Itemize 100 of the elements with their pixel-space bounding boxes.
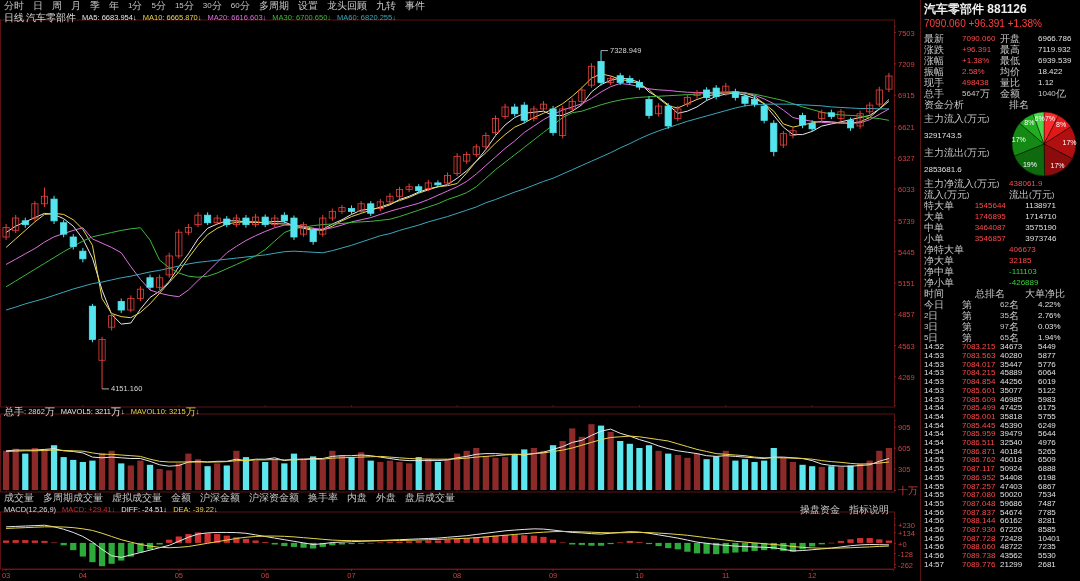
bar [885,448,893,490]
bar [156,469,163,490]
text: 14:55 7087.117 50924 6888 [924,464,1056,474]
bar [549,539,557,543]
candlestick [482,131,490,150]
bar [146,464,154,490]
text: 主力流出(万元) [924,146,990,158]
bar [578,542,585,545]
bar [837,540,845,543]
text: 主力净流入(万元) 438061.9 [924,177,1043,189]
text: 14:55 7086.762 46018 6509 [924,455,1056,465]
candlestick [693,89,701,99]
bar [338,455,346,490]
bar [31,448,38,490]
text: 净特大单 406673 [924,243,1036,255]
bar [348,457,355,490]
line-series [5,428,890,467]
bar [511,454,518,490]
text: 14:55 7087.048 59686 7487 [924,499,1056,509]
bar [233,450,240,490]
candlestick [98,336,106,390]
bar [242,538,250,543]
bar [588,424,595,490]
bar [473,448,480,490]
bar [866,538,873,543]
bar [108,450,115,490]
bar [626,540,633,543]
text: 涨跌 +96.391 最高 7119.932 [924,43,1071,55]
text: 14:54 7085.445 45390 6249 [924,420,1056,430]
bar [2,540,10,543]
bar [665,453,672,490]
bar [809,466,816,490]
text: 14:54 7086.511 32540 4976 [924,438,1056,448]
text: 14:56 7088.060 48722 7235 [924,542,1056,552]
text: 净小单 -426889 [924,276,1039,288]
candlestick [2,223,10,241]
text: 14:56 7088.144 66162 8281 [924,516,1056,526]
candlestick [165,252,173,279]
candlestick [559,105,567,139]
bar [281,463,288,490]
bar [319,459,326,490]
text: 14:56 7087.930 67226 8585 [924,525,1056,535]
candlestick [530,105,538,122]
text: 净大单 32185 [924,254,1032,266]
text: 中单 3464087 3575190 [924,221,1057,233]
text: 设置 [297,0,318,11]
text: 14:54 7085.499 47425 6175 [924,403,1056,413]
candlestick [501,103,509,120]
bar [636,448,643,490]
text: 大单 1746895 1714710 [924,210,1057,222]
text: 换手率 [308,491,338,503]
bar [444,459,451,490]
bar [626,443,633,490]
bar [79,462,86,490]
bar [540,450,547,490]
text: 2日 第 35名 2.76% [924,309,1061,321]
bar [50,445,58,490]
candlestick [386,192,394,205]
bar [271,459,278,490]
candlestick [40,187,48,208]
bar [876,539,883,543]
text: 7090.060 +96.391 +1.38% [924,17,1042,29]
bar [693,542,701,554]
bar [166,539,173,543]
bar [492,457,499,490]
bar [396,462,403,490]
text: 60分 [230,0,250,11]
text: 15分 [174,0,194,11]
text: 涨幅 +1.38% 最低 6939.539 [924,54,1072,66]
bar [79,542,86,557]
text: 14:54 7085.001 35818 5755 [924,412,1056,422]
bar [166,470,173,490]
candlestick [108,311,116,331]
text: 2853681.6 [924,164,963,174]
candlestick [338,204,346,215]
bar [204,466,211,490]
text: 14:53 7083.563 40280 5877 [924,351,1056,361]
bar [444,539,451,543]
bar [703,542,710,554]
text: 14:52 7083.215 34673 5449 [924,342,1056,352]
bar [12,540,19,543]
bar [252,540,259,543]
bar [204,533,211,543]
bar [521,535,528,543]
text: 事件 [404,0,425,11]
bar [367,460,374,490]
bar [22,540,29,543]
bar [818,466,825,490]
candlestick [50,195,58,225]
text: 14:57 7089.776 21299 2681 [924,559,1056,569]
text: 5日 第 65名 1.94% [924,331,1061,343]
bar [501,457,509,490]
candlestick [549,105,557,137]
bar [41,449,48,490]
bar [847,465,854,490]
line-series [5,435,890,465]
bar [22,453,29,490]
candlestick [837,108,845,122]
text: 日 [33,0,43,11]
text: 振幅 2.58% 均价 18.422 [924,65,1063,77]
